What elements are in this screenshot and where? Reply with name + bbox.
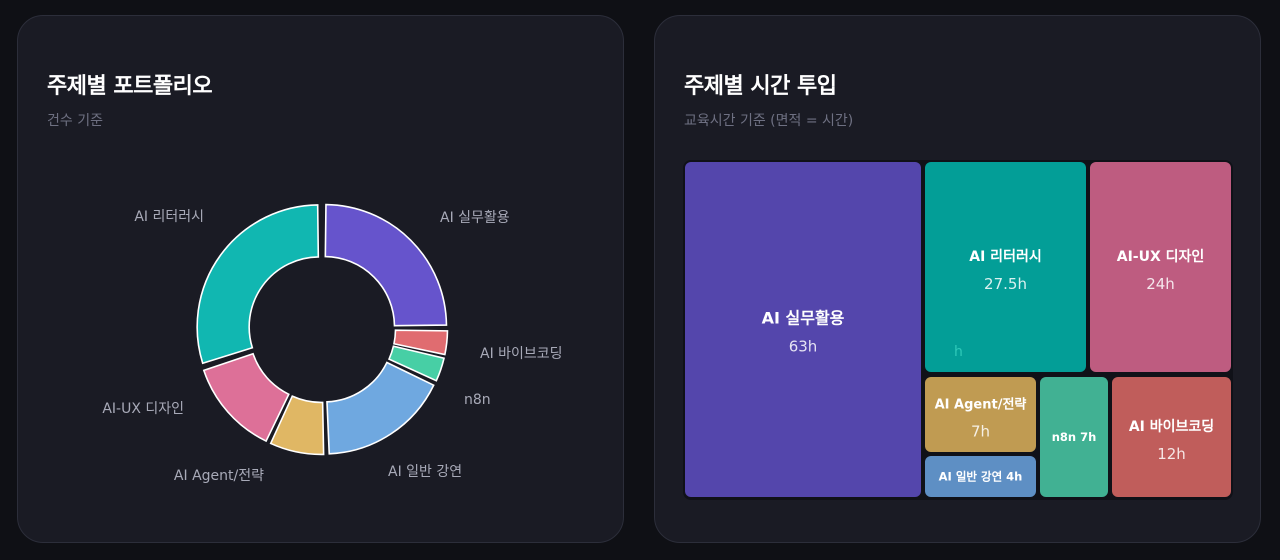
treemap-value-ai: 12h bbox=[1157, 445, 1186, 463]
donut-label-ai: AI 일반 강연 bbox=[388, 464, 462, 480]
donut-slice-ai-agent[interactable] bbox=[269, 395, 325, 456]
donut-chart: AI 실무활용 AI 바이브코딩 n8n AI 일반 강연 AI Agent/전략 AI-… bbox=[102, 203, 563, 484]
donut-chart-title: 주제별 포트폴리오 bbox=[47, 74, 213, 99]
donut-slice-n8n[interactable] bbox=[387, 345, 446, 382]
donut-slice-ai-ux[interactable] bbox=[202, 352, 290, 443]
treemap-value-ai-ux: 24h bbox=[1146, 275, 1175, 293]
treemap-label-ai: AI 실무활용 bbox=[762, 309, 845, 328]
treemap-rect-ai bbox=[925, 456, 1036, 497]
treemap-label-ai: AI 리터러시 bbox=[969, 249, 1041, 265]
treemap-label-ai: AI 일반 강연 4h bbox=[939, 470, 1023, 484]
treemap-value-ai: 27.5h bbox=[984, 275, 1027, 293]
treemap-rect-ai-agent bbox=[925, 377, 1036, 452]
treemap-rect-ai bbox=[1112, 377, 1231, 497]
donut-label-ai: AI 리터러시 bbox=[134, 209, 204, 225]
time-investment-card: 주제별 시간 투입 교육시간 기준 (면적 = 시간) AI 실무활용 63h AI… bbox=[654, 15, 1261, 543]
treemap-tile-ai[interactable]: AI 실무활용 63h bbox=[685, 162, 921, 497]
treemap-tile-ai[interactable]: AI 일반 강연 4h bbox=[925, 456, 1036, 497]
donut-label-n8n: n8n bbox=[464, 392, 491, 408]
treemap-label-ai: AI 바이브코딩 bbox=[1129, 418, 1214, 435]
treemap-rect-ai bbox=[925, 162, 1086, 372]
treemap-chart-title: 주제별 시간 투입 bbox=[684, 74, 837, 99]
donut-slice-ai[interactable] bbox=[393, 329, 449, 356]
donut-label-ai: AI 실무활용 bbox=[440, 210, 510, 226]
donut-label-ai-agent: AI Agent/전략 bbox=[174, 468, 264, 484]
treemap-rect-n8n bbox=[1040, 377, 1108, 497]
treemap-label-ai-ux: AI-UX 디자인 bbox=[1117, 248, 1205, 265]
donut-chart-subtitle: 건수 기준 bbox=[47, 113, 103, 129]
treemap-tile-ai-ux[interactable]: AI-UX 디자인 24h bbox=[1090, 162, 1231, 372]
donut-slice-ai[interactable] bbox=[196, 204, 320, 365]
donut-slice-ai[interactable] bbox=[324, 203, 448, 327]
treemap-rect-ai-ux bbox=[1090, 162, 1231, 372]
treemap-chart-subtitle: 교육시간 기준 (면적 = 시간) bbox=[684, 113, 854, 129]
donut-label-ai-ux: AI-UX 디자인 bbox=[102, 401, 184, 417]
treemap-tile-n8n[interactable]: n8n 7h bbox=[1040, 377, 1108, 497]
portfolio-card: 주제별 포트폴리오 건수 기준 AI 실무활용 AI 바이브코딩 n8n AI 일반 … bbox=[17, 15, 624, 543]
treemap-tile-ai[interactable]: AI 리터러시 27.5h bbox=[925, 162, 1086, 372]
donut-slice-ai[interactable] bbox=[326, 361, 435, 455]
treemap-tile-ai-agent[interactable]: AI Agent/전략 7h bbox=[925, 377, 1036, 452]
treemap-rect-ai bbox=[685, 162, 921, 497]
treemap-stray-label: h bbox=[954, 344, 963, 360]
donut-label-ai: AI 바이브코딩 bbox=[480, 346, 563, 362]
treemap-label-ai-agent: AI Agent/전략 bbox=[935, 397, 1027, 413]
treemap-label-n8n: n8n 7h bbox=[1052, 430, 1097, 444]
treemap-value-ai-agent: 7h bbox=[971, 423, 990, 441]
treemap-value-ai: 63h bbox=[789, 338, 818, 356]
treemap-tile-ai[interactable]: AI 바이브코딩 12h bbox=[1112, 377, 1231, 497]
treemap-chart: AI 실무활용 63h AI 리터러시 27.5h AI-UX 디자인 24h AI Age… bbox=[683, 160, 1233, 500]
